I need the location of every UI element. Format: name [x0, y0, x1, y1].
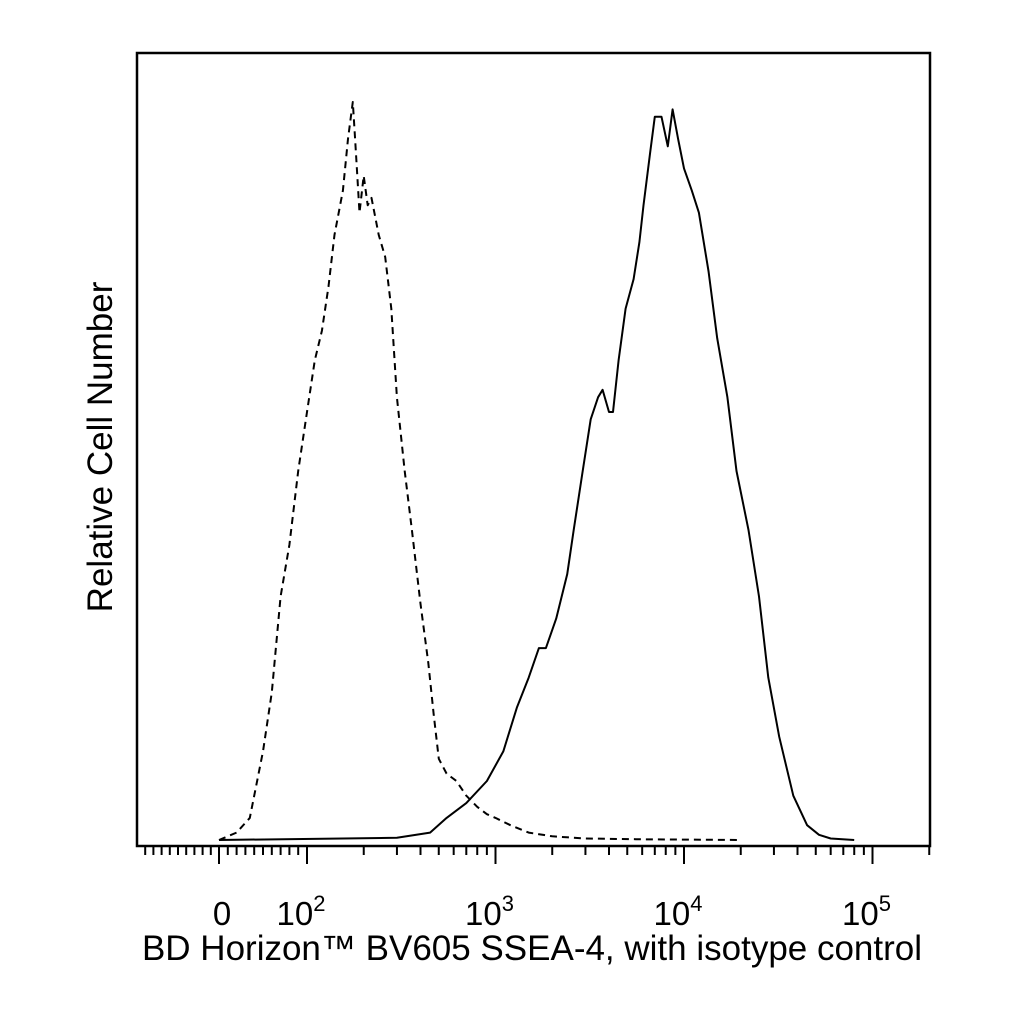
x-axis: 0 102 103 104 105: [144, 846, 931, 932]
x-tick-label: 105: [842, 891, 891, 932]
x-tick-label: 0: [213, 895, 231, 932]
y-axis-label: Relative Cell Number: [81, 281, 120, 612]
x-tick-label: 104: [654, 891, 703, 932]
x-tick-label: 102: [277, 891, 326, 932]
series-layer: [218, 101, 855, 841]
ssea4-stained-line: [218, 108, 855, 841]
plot-frame: [135, 51, 932, 848]
x-tick-label: 103: [465, 891, 514, 932]
x-axis-label: BD Horizon™ BV605 SSEA-4, with isotype c…: [142, 929, 922, 968]
plot-layer: [135, 51, 932, 848]
isotype-control-line: [218, 101, 741, 841]
